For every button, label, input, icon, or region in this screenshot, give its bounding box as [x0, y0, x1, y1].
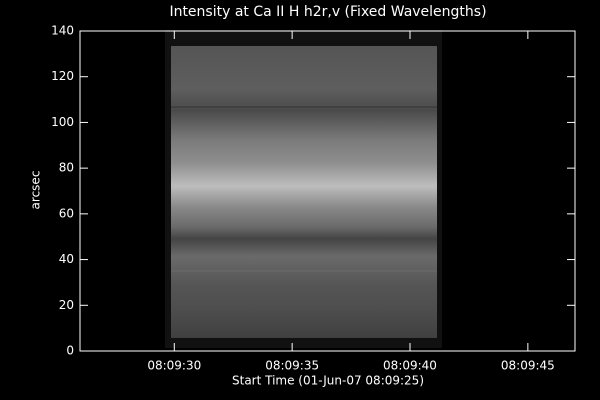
x-tick-label: 08:09:40 [383, 359, 437, 373]
plot-frame [79, 30, 576, 352]
y-tick-label: 140 [51, 24, 74, 38]
y-tick-label: 120 [51, 69, 74, 83]
y-tick-label: 80 [59, 161, 74, 175]
y-tick-label: 60 [59, 206, 74, 220]
intensity-image [171, 46, 437, 338]
y-axis-label: arcsec [29, 171, 43, 210]
x-axis-label: Start Time (01-Jun-07 08:09:25) [232, 374, 424, 388]
chart-title: Intensity at Ca II H h2r,v (Fixed Wavele… [169, 4, 486, 20]
y-tick-label: 100 [51, 115, 74, 129]
y-tick-label: 0 [66, 344, 74, 358]
x-tick-label: 08:09:30 [147, 359, 201, 373]
x-tick-label: 08:09:35 [265, 359, 319, 373]
y-tick-label: 20 [59, 298, 74, 312]
y-tick-label: 40 [59, 252, 74, 266]
x-tick-label: 08:09:45 [501, 359, 555, 373]
